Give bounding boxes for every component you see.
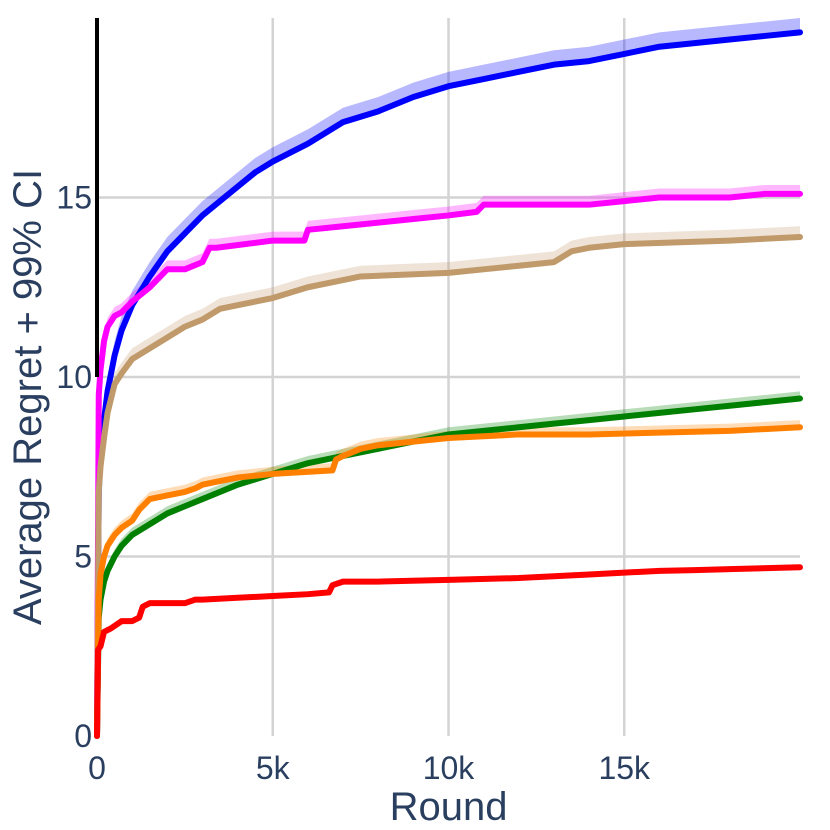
series-line-1 [94,29,803,739]
y-tick-label: 5 [74,539,92,575]
series-line-layer [94,29,803,739]
series-line-5 [94,424,803,739]
series-line-3 [94,233,803,739]
y-tick-label: 15 [56,180,92,216]
x-tick-label: 5k [256,750,291,786]
grid-layer [97,18,800,736]
series-line-4 [94,395,803,739]
tick-label-layer: 0 5k 10k 15k 0 5 10 15 [56,180,651,787]
x-tick-label: 0 [88,750,106,786]
x-tick-label: 10k [423,750,476,786]
series-line-6 [94,564,803,739]
y-tick-label: 0 [74,718,92,754]
y-axis-title: Average Regret + 99% CI [6,169,50,625]
series-line-2 [94,190,803,739]
x-tick-label: 15k [598,750,651,786]
y-tick-label: 10 [56,359,92,395]
x-axis-title: Round [390,785,508,829]
